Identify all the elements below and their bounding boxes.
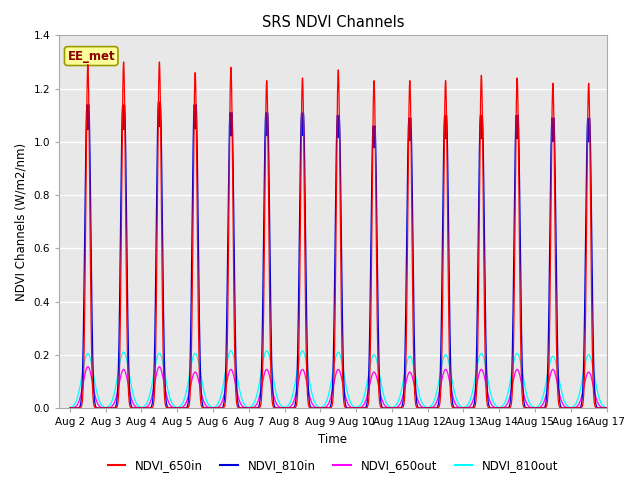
Legend: NDVI_650in, NDVI_810in, NDVI_650out, NDVI_810out: NDVI_650in, NDVI_810in, NDVI_650out, NDV… xyxy=(103,454,563,477)
Title: SRS NDVI Channels: SRS NDVI Channels xyxy=(262,15,404,30)
Y-axis label: NDVI Channels (W/m2/nm): NDVI Channels (W/m2/nm) xyxy=(15,143,28,301)
X-axis label: Time: Time xyxy=(318,432,348,445)
Text: EE_met: EE_met xyxy=(67,49,115,62)
